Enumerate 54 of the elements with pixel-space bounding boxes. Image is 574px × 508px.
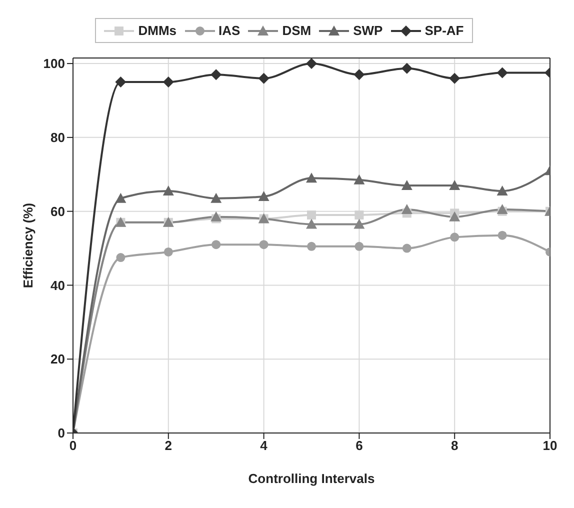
point [449, 72, 460, 84]
x-tick-label: 0 [69, 438, 77, 454]
point [212, 240, 221, 250]
point [116, 253, 126, 262]
point [210, 192, 222, 203]
point [258, 72, 270, 84]
point [354, 210, 364, 220]
x-tick-label: 10 [542, 438, 558, 454]
point [496, 186, 508, 196]
point [496, 67, 508, 78]
y-tick-label: 100 [43, 56, 65, 72]
y-tick-label: 20 [50, 352, 65, 367]
point [401, 204, 412, 214]
point [307, 210, 316, 220]
point [306, 58, 317, 70]
point [354, 174, 365, 184]
y-tick-label: 0 [58, 426, 65, 441]
point [449, 180, 460, 190]
point [402, 244, 412, 253]
point [354, 69, 365, 80]
legend-label: DSM [281, 23, 312, 38]
point [401, 62, 412, 74]
x-tick-label: 2 [164, 438, 172, 454]
x-axis-title: Controlling Intervals [248, 471, 375, 486]
point [210, 69, 222, 80]
legend-label: IAS [218, 23, 240, 38]
point [162, 76, 174, 88]
y-tick-label: 60 [50, 204, 65, 219]
point [354, 218, 365, 229]
point [306, 218, 317, 229]
y-axis-title: Efficiency (%) [20, 202, 36, 288]
y-tick-label: 40 [50, 278, 65, 293]
point [450, 232, 460, 242]
point [115, 192, 126, 203]
point [210, 211, 222, 222]
point [307, 242, 316, 251]
point [401, 180, 412, 190]
x-tick-label: 4 [260, 438, 268, 454]
point [498, 230, 507, 240]
legend-label: DMMs [137, 23, 177, 38]
point [354, 242, 364, 251]
point [162, 186, 174, 196]
point [164, 247, 173, 256]
point [449, 211, 460, 222]
legend-label: SP-AF [424, 23, 464, 38]
point [496, 204, 508, 214]
point [115, 76, 126, 88]
legend-label: SWP [352, 23, 383, 38]
x-tick-label: 8 [450, 438, 458, 454]
y-tick-label: 80 [50, 130, 65, 146]
x-tick-label: 6 [356, 438, 363, 454]
point [306, 172, 317, 183]
point [258, 191, 270, 202]
point [259, 240, 268, 250]
